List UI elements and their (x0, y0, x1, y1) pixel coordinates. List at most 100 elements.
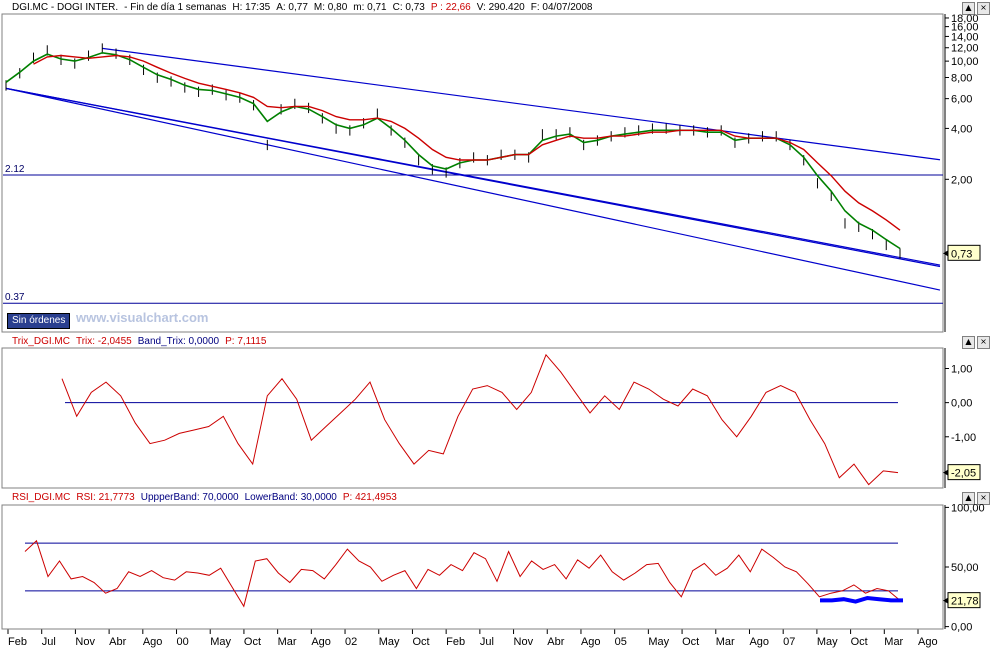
x-tick-label: Oct (244, 636, 261, 648)
x-tick-label: Oct (682, 636, 699, 648)
window-close-button[interactable]: × (977, 492, 990, 505)
symbol-label: DGI.MC - DOGI INTER. (12, 2, 119, 13)
trix-panel: Trix_DGI.MC Trix: -2,0455 Band_Trix: 0,000… (0, 334, 994, 489)
x-tick-label: Nov (75, 636, 95, 648)
rsi-oversold-highlight (820, 595, 903, 604)
trix-name-label: Trix_DGI.MC (12, 336, 70, 347)
y-tick-label: 8,00 (951, 73, 972, 85)
y-tick-label: 4,00 (951, 123, 972, 135)
trix-value-label: Trix: -2,0455 (75, 336, 132, 347)
rsi-upper-label: UppperBand: 70,0000 (140, 492, 239, 503)
x-tick-label: Jul (480, 636, 494, 648)
rsi-name-label: RSI_DGI.MC (12, 492, 71, 503)
high-label: H: 17:35 (232, 2, 271, 13)
horizontal-level-label: 2.12 (5, 164, 25, 175)
trix-band-label: Band_Trix: 0,0000 (137, 336, 220, 347)
x-tick-label: Ago (581, 636, 601, 648)
window-close-button[interactable]: × (977, 2, 990, 15)
x-tick-label: Feb (8, 636, 27, 648)
resistance-trend-line (102, 47, 941, 161)
sin-ordenes-button[interactable]: Sin órdenes (7, 313, 71, 329)
price-window-buttons: ▲ × (962, 2, 990, 15)
rsi-lower-label: LowerBand: 30,0000 (244, 492, 337, 503)
y-tick-label: 100,00 (951, 502, 985, 514)
max-label: M: 0,80 (313, 2, 348, 13)
x-tick-label: May (210, 636, 231, 648)
x-tick-label: Mar (278, 636, 297, 648)
y-tick-label: 50,00 (951, 562, 979, 574)
x-tick-label: May (817, 636, 838, 648)
x-tick-label: Abr (547, 636, 564, 648)
x-tick-label: Mar (884, 636, 903, 648)
trix-chart[interactable]: 1,00 0,00 -1,00 -2,05 (0, 334, 994, 489)
y-tick-label: 12,00 (951, 43, 979, 55)
rsi-panel: RSI_DGI.MC RSI: 21,7773 UppperBand: 70,000… (0, 489, 994, 648)
short-moving-average-line (5, 51, 901, 250)
min-label: m: 0,71 (353, 2, 387, 13)
last-value-label: 21,78 (951, 596, 979, 608)
horizontal-level-label: 0.37 (5, 292, 25, 303)
y-tick-label: -1,00 (951, 432, 976, 444)
p-label: P : 22,66 (430, 2, 471, 13)
last-value-box (947, 592, 981, 609)
rsi-line (24, 539, 901, 608)
y-tick-label: 16,00 (951, 22, 979, 34)
y-tick-label: 2,00 (951, 174, 972, 186)
x-tick-label: May (648, 636, 669, 648)
window-close-button[interactable]: × (977, 336, 990, 349)
x-tick-label: Ago (749, 636, 769, 648)
trix-window-buttons: ▲ × (962, 336, 990, 349)
x-tick-label: May (379, 636, 400, 648)
y-tick-label: 6,00 (951, 94, 972, 106)
rsi-header: RSI_DGI.MC RSI: 21,7773 UppperBand: 70,000… (12, 492, 403, 503)
y-tick-label: 0,00 (951, 622, 972, 634)
last-value-box (947, 464, 981, 481)
y-tick-label: 1,00 (951, 363, 972, 375)
last-value-label: -2,05 (951, 468, 976, 480)
last-value-box (947, 244, 981, 261)
x-tick-label: 07 (783, 636, 795, 648)
period-label: - Fin de día 1 semanas (124, 2, 227, 13)
rsi-value-label: RSI: 21,7773 (76, 492, 135, 503)
x-tick-label: 05 (615, 636, 627, 648)
y-tick-label: 0,00 (951, 398, 972, 410)
x-tick-label: Oct (851, 636, 868, 648)
x-tick-label: Feb (446, 636, 465, 648)
long-moving-average-line (33, 54, 901, 231)
x-tick-label: Mar (716, 636, 735, 648)
x-tick-label: Ago (918, 636, 938, 648)
window-up-button[interactable]: ▲ (962, 336, 975, 349)
window-up-button[interactable]: ▲ (962, 492, 975, 505)
x-tick-label: Ago (311, 636, 331, 648)
volume-label: V: 290.420 (476, 2, 525, 13)
x-tick-label: Abr (109, 636, 126, 648)
window-up-button[interactable]: ▲ (962, 2, 975, 15)
y-tick-label: 10,00 (951, 56, 979, 68)
support-trend-line (5, 87, 941, 291)
y-tick-label: 14,00 (951, 31, 979, 43)
x-tick-label: 00 (177, 636, 189, 648)
date-label: F: 04/07/2008 (530, 2, 593, 13)
support-trend-line (5, 87, 941, 268)
price-header: DGI.MC - DOGI INTER. - Fin de día 1 seman… (12, 2, 598, 13)
trix-p-label: P: 7,1115 (225, 336, 267, 347)
close-label: C: 0,73 (392, 2, 425, 13)
price-panel: DGI.MC - DOGI INTER. - Fin de día 1 seman… (0, 0, 994, 334)
last-value-arrow (943, 250, 948, 257)
x-tick-label: Oct (412, 636, 429, 648)
last-value-label: 0,73 (951, 248, 972, 260)
x-tick-label: 02 (345, 636, 357, 648)
x-tick-label: Ago (143, 636, 163, 648)
y-tick-label: 18,00 (951, 13, 979, 25)
price-plot-frame (1, 13, 944, 333)
rsi-chart[interactable]: Feb Jul Nov Abr Ago 00 May Oct Mar Ago 02 May Oct Feb… (0, 489, 994, 648)
x-tick-label: Jul (42, 636, 56, 648)
x-tick-label: Nov (514, 636, 534, 648)
watermark-text: www.visualchart.com (76, 310, 209, 325)
trix-line (61, 353, 899, 486)
trix-plot-frame (1, 347, 944, 489)
ask-label: A: 0,77 (276, 2, 308, 13)
rsi-plot-frame (1, 504, 944, 630)
rsi-p-label: P: 421,4953 (342, 492, 397, 503)
